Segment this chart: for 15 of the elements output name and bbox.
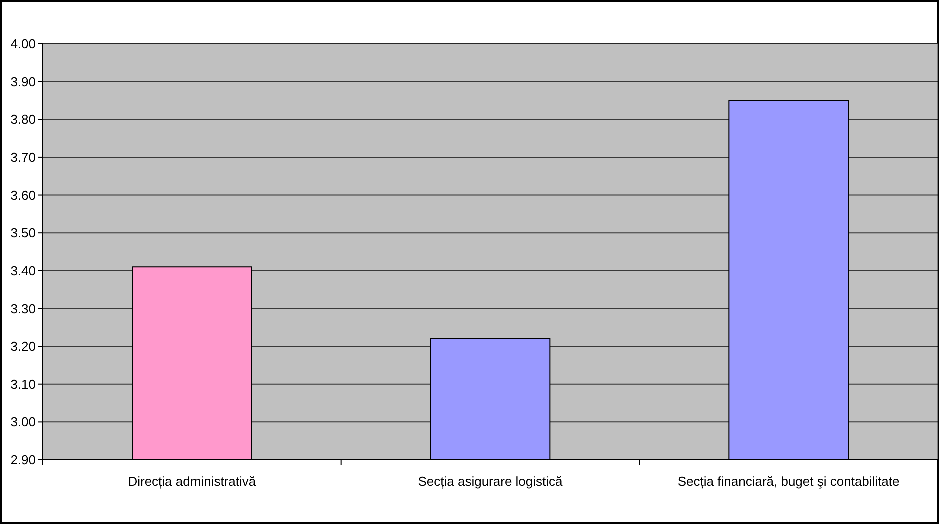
y-tick-label: 3.70 — [10, 150, 36, 166]
y-tick-label: 3.90 — [10, 74, 36, 90]
y-tick-label: 3.80 — [10, 112, 36, 128]
y-tick-label: 3.20 — [10, 339, 36, 354]
x-tick-label: Secția financiară, buget şi contabilitate — [678, 474, 900, 489]
y-tick-label: 2.90 — [10, 452, 36, 468]
y-tick-label: 3.10 — [10, 376, 36, 392]
y-tick-label: 3.40 — [10, 263, 36, 278]
x-tick-label: Secția asigurare logistică — [418, 474, 564, 489]
y-tick-label: 3.00 — [10, 414, 36, 430]
y-tick-label: 4.00 — [10, 36, 36, 52]
x-tick-label: Direcția administrativă — [128, 474, 257, 489]
y-tick-label: 3.50 — [10, 226, 36, 241]
y-tick-label: 3.30 — [10, 301, 36, 316]
y-tick-label: 3.60 — [10, 188, 36, 203]
